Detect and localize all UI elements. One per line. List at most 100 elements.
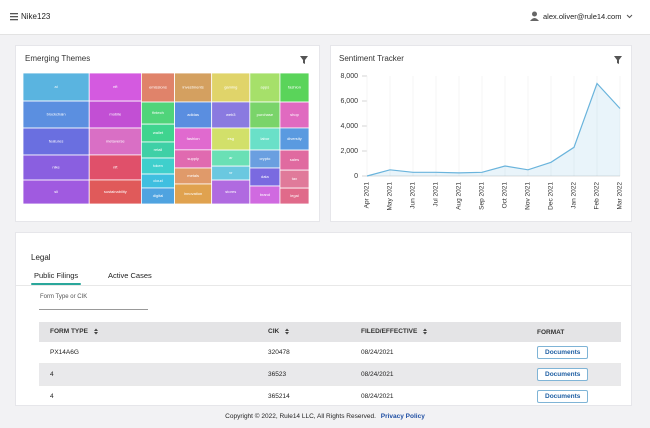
x-tick-label: May 2021 <box>387 182 394 211</box>
documents-button[interactable]: Documents <box>537 390 589 403</box>
treemap-tile <box>22 72 90 102</box>
filings-table: FORM TYPE CIK FILED/EFFECTIVE FORMAT PX14A6… <box>39 322 621 405</box>
documents-button[interactable]: Documents <box>537 346 589 359</box>
column-header[interactable]: FORM TYPE <box>39 322 257 342</box>
x-tick-label: Feb 2022 <box>594 182 601 210</box>
tile-label: data <box>261 174 270 179</box>
y-tick-label: 2,000 <box>340 148 358 155</box>
section-title: Legal <box>31 253 51 262</box>
documents-button[interactable]: Documents <box>537 368 589 381</box>
chevron[interactable] <box>626 14 633 19</box>
treemap-tile <box>88 179 142 205</box>
user-email[interactable]: alex.oliver@rule14.com <box>543 12 622 21</box>
tile-label: fashion <box>187 136 200 141</box>
tile-label: fintech <box>152 110 164 115</box>
column-header[interactable]: CIK <box>257 322 350 342</box>
x-tick-label: Nov 2021 <box>525 182 532 210</box>
y-tick-label: 4,000 <box>340 123 358 130</box>
tile-label: emissions <box>149 85 167 90</box>
menu-icon[interactable] <box>10 13 19 21</box>
tile-label: apps <box>261 85 270 90</box>
table-cell: Documents <box>526 385 621 405</box>
table-cell: 4 <box>39 385 257 405</box>
copyright: Copyright © 2022, Rule14 LLC, All Rights… <box>225 413 376 420</box>
tile-label: features <box>49 139 63 144</box>
x-tick-label: Apr 2021 <box>364 182 371 209</box>
tile-label: wallet <box>153 130 164 135</box>
app-title: Nike123 <box>21 12 51 21</box>
cell-text: 36523 <box>268 371 287 378</box>
tile-label: crypto <box>259 156 271 161</box>
treemap-tile <box>279 187 310 205</box>
filter-icon[interactable] <box>300 56 308 64</box>
tile-label: brand <box>260 192 270 197</box>
search-underline <box>39 309 148 310</box>
tile-label: token <box>153 163 163 168</box>
sort-icon[interactable] <box>421 328 429 335</box>
tile-label: supply <box>187 156 199 161</box>
x-tick-label: Aug 2021 <box>456 182 463 210</box>
x-tick-label: Oct 2021 <box>502 182 509 209</box>
tile-label: ai <box>55 84 58 89</box>
treemap-tile <box>279 101 310 129</box>
tile-label: esg <box>228 136 234 141</box>
cell-text: PX14A6G <box>50 349 79 356</box>
table-row: PX14A6G 320478 08/24/2021 Documents <box>39 342 621 364</box>
tile-label: sales <box>290 157 299 162</box>
tile-label: diversity <box>287 136 302 141</box>
tile-label: shop <box>290 112 299 117</box>
y-tick-label: 8,000 <box>340 73 358 80</box>
tile-label: vr <box>229 170 233 175</box>
table-cell: Documents <box>526 363 621 386</box>
tile-label: innovation <box>184 191 202 196</box>
tab-indicator <box>31 283 81 285</box>
column-header[interactable]: FILED/EFFECTIVE <box>350 322 526 342</box>
tile-label: adidas <box>187 112 199 117</box>
table-cell: 4 <box>39 363 257 386</box>
treemap-tile <box>249 101 281 129</box>
x-tick-label: Jan 2022 <box>571 182 578 209</box>
sort-icon[interactable] <box>92 328 100 335</box>
tile-label: cloud <box>153 178 163 183</box>
table-cell: 320478 <box>257 342 350 364</box>
tile-label: sustainability <box>104 189 127 194</box>
tile-label: nft <box>113 165 118 170</box>
header-row: FORM TYPE CIK FILED/EFFECTIVE FORMAT <box>39 322 621 342</box>
privacy-link[interactable]: Privacy Policy <box>380 413 425 420</box>
tab-divider <box>16 285 631 286</box>
tile-label: ar <box>229 155 233 160</box>
table-cell: 08/24/2021 <box>350 385 526 405</box>
tile-label: investments <box>182 85 203 90</box>
tile-label: digital <box>153 193 164 198</box>
cell-text: 4 <box>50 393 54 400</box>
treemap-tile <box>211 101 251 129</box>
table-cell: 36523 <box>257 363 350 386</box>
y-tick-label: 0 <box>354 173 358 180</box>
tab[interactable]: Active Cases <box>108 271 152 280</box>
table-body: PX14A6G 320478 08/24/2021 Documents 4 36523 08… <box>39 342 621 405</box>
tab[interactable]: Public Filings <box>34 271 79 280</box>
x-tick-label: Dec 2021 <box>548 182 555 210</box>
cell-text: 365214 <box>268 393 290 400</box>
tile-label: labor <box>260 136 270 141</box>
search-placeholder[interactable]: Form Type or CIK <box>40 294 88 300</box>
tile-label: nike <box>52 165 60 170</box>
table-cell: 365214 <box>257 385 350 405</box>
sort-icon[interactable] <box>283 328 291 335</box>
header: Nike123 alex.oliver@rule14.com <box>0 0 650 35</box>
footer: Copyright © 2022, Rule14 LLC, All Rights… <box>0 413 650 420</box>
x-tick-label: Mar 2022 <box>617 182 624 210</box>
tile-label: mobile <box>109 112 122 117</box>
line <box>366 82 621 177</box>
table-cell: PX14A6G <box>39 342 257 364</box>
treemap-tile <box>211 72 251 103</box>
cell-text: 08/24/2021 <box>361 371 394 378</box>
tile-label: nft <box>113 84 118 89</box>
x-tick-label: Jun 2021 <box>410 182 417 209</box>
table-row: 4 36523 08/24/2021 Documents <box>39 363 621 386</box>
table-cell: 08/24/2021 <box>350 363 526 386</box>
tile-label: sli <box>54 189 58 194</box>
cell-text: 320478 <box>268 349 290 356</box>
filter-icon[interactable] <box>614 56 622 64</box>
